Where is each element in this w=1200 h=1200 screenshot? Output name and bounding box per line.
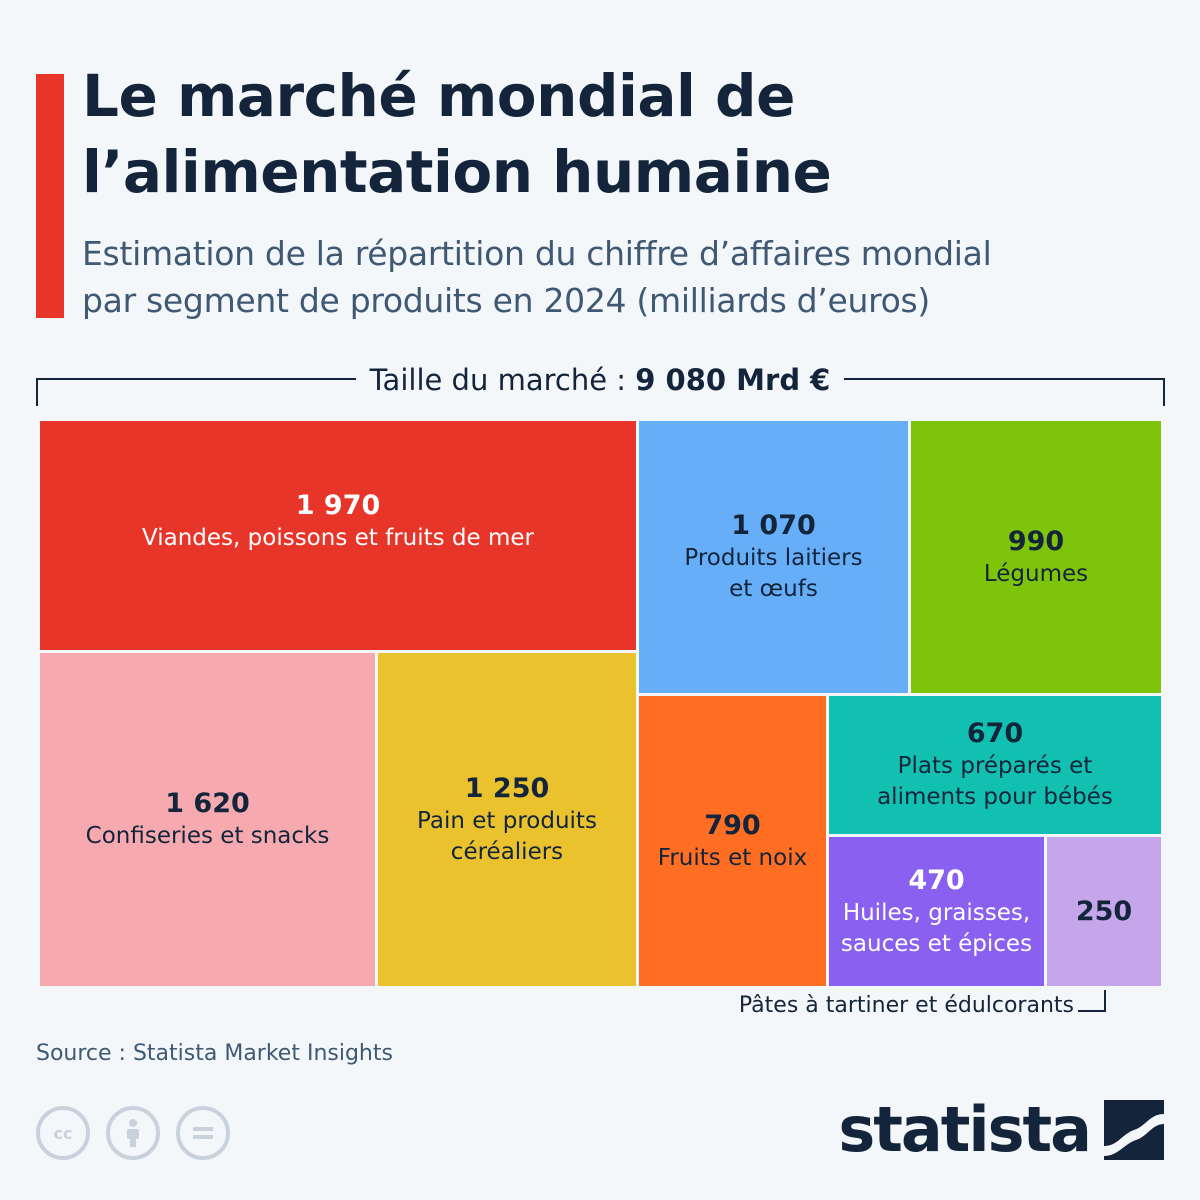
- tile-value: 1 970: [295, 490, 381, 521]
- tile-value: 790: [704, 809, 761, 841]
- tile-label: Plats préparés et aliments pour bébés: [877, 753, 1113, 810]
- tile-label: Produits laitiers et œufs: [684, 545, 863, 602]
- tile-label: Huiles, graisses, sauces et épices: [840, 899, 1033, 957]
- market-size-caption: Taille du marché :: [369, 363, 627, 397]
- no-derivatives-icon[interactable]: [176, 1106, 230, 1160]
- treemap-tile: 250: [1047, 837, 1161, 986]
- cc-icon[interactable]: cc: [36, 1106, 90, 1160]
- tile-label: Viandes, poissons et fruits de mer: [142, 525, 534, 551]
- tile-value: 470: [908, 864, 965, 896]
- tile-label: Pain et produits céréaliers: [417, 807, 597, 865]
- treemap-tile: 470 Huiles, graisses, sauces et épices: [829, 837, 1044, 986]
- treemap-tile: 1 250 Pain et produits céréaliers: [378, 653, 636, 986]
- tile-value: 1 620: [165, 788, 250, 819]
- tile-label: Confiseries et snacks: [85, 823, 330, 849]
- treemap-tile: 1 620 Confiseries et snacks: [40, 653, 375, 986]
- external-segment-label: Pâtes à tartiner et édulcorants: [738, 993, 1074, 1018]
- treemap-tile: 790 Fruits et noix: [639, 696, 826, 986]
- svg-text:cc: cc: [54, 1124, 73, 1143]
- statista-logo[interactable]: statista: [838, 1094, 1164, 1166]
- attribution-icon[interactable]: [106, 1106, 160, 1160]
- tile-value: 990: [1007, 525, 1065, 557]
- license-icons: cc: [36, 1106, 230, 1160]
- tile-value: 1 070: [731, 510, 816, 541]
- tile-value: 670: [966, 718, 1024, 749]
- tile-value: 1 250: [464, 772, 550, 804]
- tile-label: Fruits et noix: [657, 844, 808, 871]
- external-label-connector: [1078, 990, 1106, 1012]
- tile-label: Légumes: [983, 560, 1089, 587]
- source-note: Source : Statista Market Insights: [36, 1041, 393, 1066]
- page-subtitle: Estimation de la répartition du chiffre …: [82, 234, 992, 320]
- statista-logo-icon: [1104, 1100, 1164, 1160]
- treemap-tile: 990 Légumes: [911, 421, 1161, 693]
- title-accent-bar: [36, 74, 64, 318]
- treemap-tile: 670 Plats préparés et aliments pour bébés: [829, 696, 1161, 834]
- page-title: Le marché mondial de l’alimentation huma…: [82, 62, 832, 206]
- treemap-tile: 1 070 Produits laitiers et œufs: [639, 421, 908, 693]
- market-size-label: Taille du marché : 9 080 Mrd €: [0, 360, 1200, 400]
- market-size-value: 9 080 Mrd €: [635, 363, 831, 397]
- brand-wordmark: statista: [838, 1093, 1092, 1166]
- tile-value: 250: [1075, 895, 1133, 927]
- treemap-tile: 1 970 Viandes, poissons et fruits de mer: [40, 421, 636, 650]
